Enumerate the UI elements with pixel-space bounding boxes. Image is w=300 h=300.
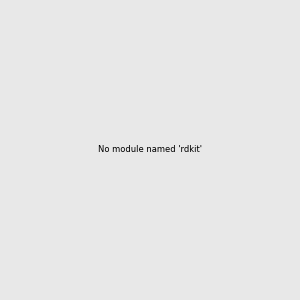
Text: No module named 'rdkit': No module named 'rdkit' — [98, 146, 202, 154]
